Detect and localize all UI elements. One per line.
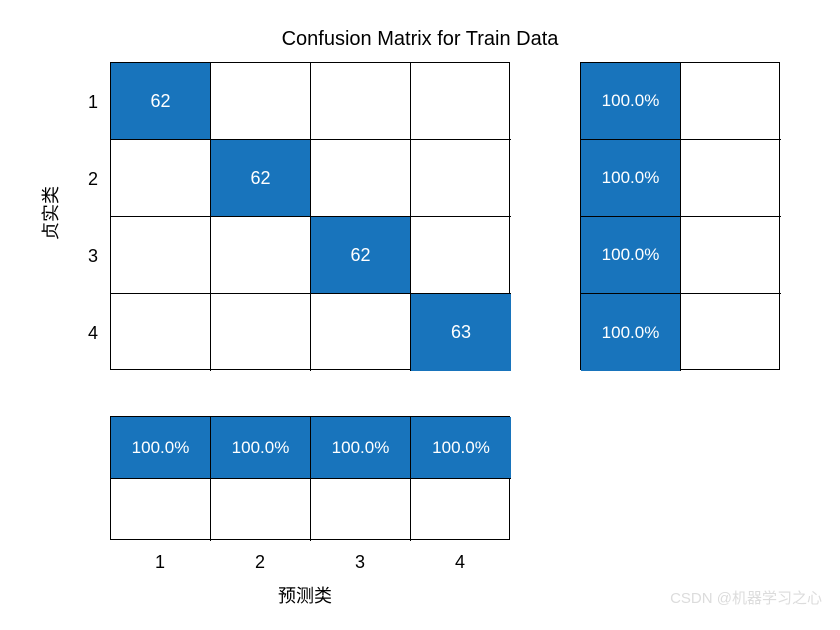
chart-title: Confusion Matrix for Train Data bbox=[0, 28, 840, 51]
col-blank-4 bbox=[411, 479, 511, 541]
cell-3-2 bbox=[211, 217, 311, 294]
row-blank-2 bbox=[681, 140, 781, 217]
cell-3-4 bbox=[411, 217, 511, 294]
col-pct-4: 100.0% bbox=[411, 417, 511, 479]
cell-1-3 bbox=[311, 63, 411, 140]
y-tick-2: 2 bbox=[78, 169, 98, 190]
cell-4-3 bbox=[311, 294, 411, 371]
x-tick-4: 4 bbox=[410, 552, 510, 573]
row-blank-4 bbox=[681, 294, 781, 371]
y-tick-4: 4 bbox=[78, 323, 98, 344]
col-pct-1: 100.0% bbox=[111, 417, 211, 479]
cell-2-1 bbox=[111, 140, 211, 217]
cell-4-4: 63 bbox=[411, 294, 511, 371]
watermark-text: CSDN @机器学习之心 bbox=[670, 587, 822, 608]
cell-1-4 bbox=[411, 63, 511, 140]
y-tick-1: 1 bbox=[78, 92, 98, 113]
cell-1-2 bbox=[211, 63, 311, 140]
cell-3-1 bbox=[111, 217, 211, 294]
cell-2-3 bbox=[311, 140, 411, 217]
y-tick-3: 3 bbox=[78, 246, 98, 267]
col-pct-3: 100.0% bbox=[311, 417, 411, 479]
cell-4-2 bbox=[211, 294, 311, 371]
row-blank-1 bbox=[681, 63, 781, 140]
col-blank-2 bbox=[211, 479, 311, 541]
row-pct-3: 100.0% bbox=[581, 217, 681, 294]
x-axis-label: 预测类 bbox=[0, 582, 610, 608]
x-tick-3: 3 bbox=[310, 552, 410, 573]
row-blank-3 bbox=[681, 217, 781, 294]
cell-1-1: 62 bbox=[111, 63, 211, 140]
row-summary-grid: 100.0% 100.0% 100.0% 100.0% bbox=[580, 62, 780, 370]
x-tick-2: 2 bbox=[210, 552, 310, 573]
col-blank-1 bbox=[111, 479, 211, 541]
cell-4-1 bbox=[111, 294, 211, 371]
cell-2-4 bbox=[411, 140, 511, 217]
col-pct-2: 100.0% bbox=[211, 417, 311, 479]
row-pct-2: 100.0% bbox=[581, 140, 681, 217]
col-blank-3 bbox=[311, 479, 411, 541]
row-pct-1: 100.0% bbox=[581, 63, 681, 140]
row-pct-4: 100.0% bbox=[581, 294, 681, 371]
cell-3-3: 62 bbox=[311, 217, 411, 294]
cell-2-2: 62 bbox=[211, 140, 311, 217]
confusion-matrix-grid: 62 62 62 63 bbox=[110, 62, 510, 370]
x-tick-1: 1 bbox=[110, 552, 210, 573]
y-axis-label: 贞实类 bbox=[37, 186, 63, 240]
col-summary-grid: 100.0% 100.0% 100.0% 100.0% bbox=[110, 416, 510, 540]
